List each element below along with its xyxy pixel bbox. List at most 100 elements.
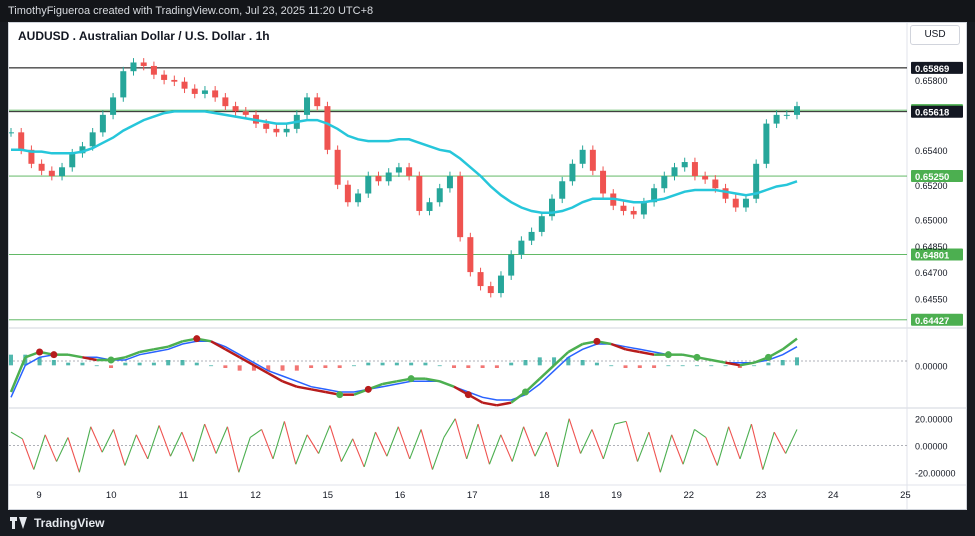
osc-line-segment: [511, 426, 525, 462]
price-candle: [324, 106, 331, 150]
macd-line-segment: [639, 350, 655, 356]
price-candle: [365, 176, 372, 194]
chart-title: AUDUSD . Australian Dollar / U.S. Dollar…: [18, 29, 270, 43]
chart-panel[interactable]: 0.658690.656270.656180.652500.648010.644…: [8, 22, 967, 510]
macd-line-segment: [567, 342, 584, 354]
macd-histogram-bar: [280, 365, 285, 371]
price-candle: [314, 97, 321, 107]
macd-histogram-bar: [9, 354, 13, 366]
macd-line-segment: [9, 356, 27, 393]
macd-line-segment: [67, 353, 83, 359]
price-candle: [161, 74, 168, 80]
macd-histogram-bar: [109, 365, 114, 368]
price-candle: [28, 149, 35, 164]
price-candle: [702, 176, 709, 180]
macd-histogram-bar: [223, 365, 228, 368]
time-tick-label: 15: [323, 490, 334, 501]
osc-tick-label: 20.00000: [915, 415, 953, 425]
macd-histogram-bar: [251, 365, 256, 371]
macd-line-segment: [239, 356, 255, 367]
macd-histogram-bar: [366, 362, 371, 366]
price-candle: [385, 172, 392, 182]
macd-cross-marker: [764, 353, 772, 361]
macd-histogram-bar: [409, 362, 414, 366]
osc-line-segment: [728, 426, 741, 460]
price-candle: [18, 132, 25, 150]
price-candle: [171, 79, 178, 82]
price-candle: [559, 181, 566, 199]
osc-line-segment: [431, 437, 445, 470]
price-candle: [477, 272, 484, 287]
macd-histogram-bar: [394, 362, 399, 366]
price-candle: [549, 198, 556, 217]
time-tick-label: 24: [828, 490, 839, 501]
time-tick-label: 19: [611, 490, 622, 501]
osc-line-segment: [375, 431, 388, 457]
macd-histogram-bar: [680, 365, 685, 367]
level-label: 0.64427: [915, 316, 949, 327]
level-label: 0.64801: [915, 250, 950, 261]
macd-histogram-bar: [480, 365, 485, 368]
header-bar: TimothyFigueroa created with TradingView…: [0, 0, 975, 22]
currency-button[interactable]: USD: [910, 25, 960, 45]
osc-line-segment: [488, 434, 502, 465]
price-candle: [8, 132, 14, 134]
macd-line-segment: [210, 340, 226, 351]
price-candle: [508, 254, 515, 276]
macd-histogram-bar: [652, 365, 657, 368]
chart-svg[interactable]: 0.658690.656270.656180.652500.648010.644…: [8, 23, 966, 509]
macd-histogram-bar: [66, 362, 71, 366]
price-candle: [344, 184, 351, 203]
price-candle: [110, 97, 117, 115]
osc-line-segment: [249, 428, 262, 438]
macd-line-segment: [296, 385, 312, 391]
price-candle: [732, 198, 739, 208]
macd-histogram-bar: [709, 365, 714, 367]
price-tick-label: 0.64550: [915, 294, 948, 304]
macd-histogram-bar: [423, 362, 428, 366]
price-candle: [99, 114, 106, 133]
price-tick-label: 0.65000: [915, 216, 948, 226]
price-candle: [38, 163, 45, 171]
macd-histogram-bar: [151, 362, 156, 366]
time-tick-label: 23: [756, 490, 767, 501]
osc-line-segment: [158, 425, 171, 457]
osc-line-segment: [67, 437, 80, 473]
osc-line-segment: [181, 431, 194, 462]
price-candle: [722, 188, 729, 199]
macd-histogram-bar: [166, 360, 171, 366]
macd-histogram-bar: [694, 365, 699, 367]
macd-histogram-bar: [37, 357, 42, 366]
price-candle: [753, 163, 760, 199]
macd-histogram-bar: [294, 365, 299, 371]
macd-histogram-bar: [523, 360, 528, 366]
price-candle: [334, 149, 341, 185]
macd-histogram-bar: [723, 365, 728, 367]
macd-line-segment: [167, 340, 183, 348]
time-tick-label: 9: [36, 490, 41, 501]
macd-histogram-bar: [309, 365, 314, 368]
time-tick-label: 11: [178, 490, 188, 501]
macd-cross-marker: [36, 348, 44, 356]
osc-line-segment: [226, 426, 240, 473]
macd-histogram-bar: [237, 365, 242, 371]
macd-cross-marker: [336, 391, 344, 399]
macd-line-segment: [82, 356, 97, 362]
osc-line-segment: [762, 431, 775, 470]
level-label-box: [911, 61, 963, 74]
osc-line-segment: [454, 418, 468, 460]
time-tick-label: 25: [900, 490, 911, 501]
price-candle: [120, 71, 127, 98]
osc-line-segment: [614, 420, 627, 425]
macd-histogram-bar: [780, 360, 785, 366]
osc-line-segment: [682, 429, 696, 465]
level-label-box: [911, 313, 963, 326]
macd-line-segment: [253, 364, 269, 375]
macd-line-segment: [538, 364, 555, 380]
price-candle: [467, 237, 474, 273]
price-candle: [569, 163, 576, 182]
macd-cross-marker: [193, 335, 201, 343]
level-label: 0.65869: [915, 64, 949, 75]
tradingview-logo[interactable]: TradingView: [10, 516, 104, 530]
osc-line-segment: [135, 434, 149, 460]
